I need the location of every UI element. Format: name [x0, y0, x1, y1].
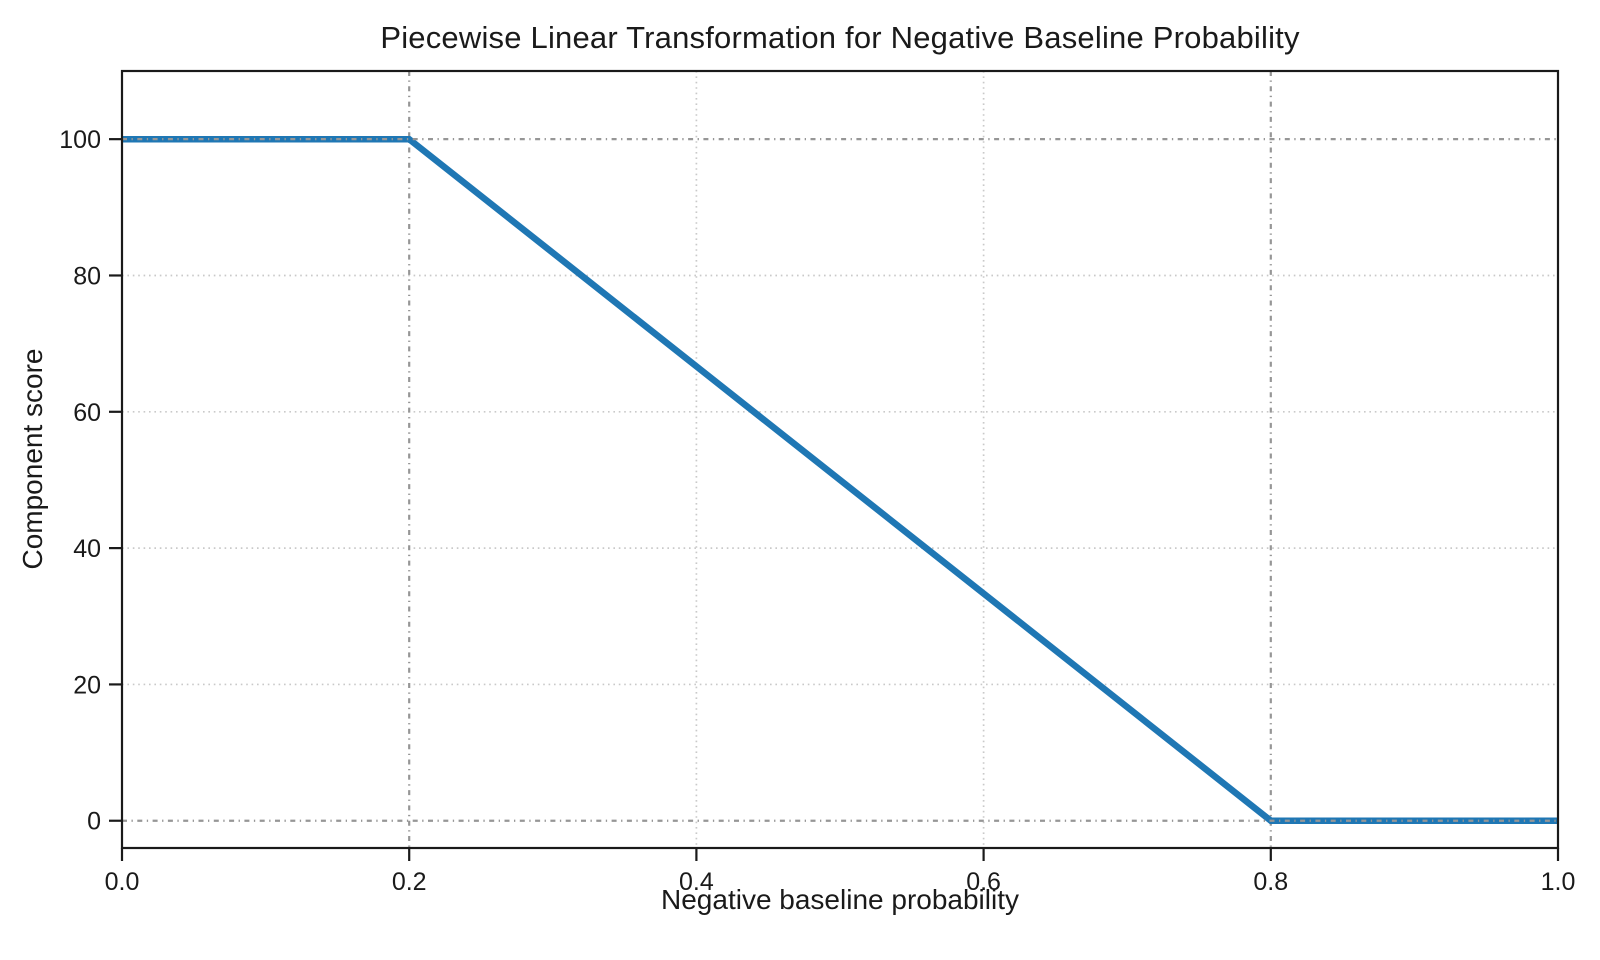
- x-tick-label: 0.6: [966, 868, 1001, 896]
- x-tick-label: 0.8: [1253, 868, 1288, 896]
- x-tick-label: 0.0: [105, 868, 140, 896]
- x-axis-title: Negative baseline probability: [661, 884, 1019, 915]
- y-tick-label: 20: [73, 671, 101, 699]
- plot-border: [120, 69, 1560, 850]
- y-tick-label: 40: [73, 535, 101, 563]
- series-line: [122, 135, 1558, 824]
- y-tick-label: 80: [73, 262, 101, 290]
- x-tick-label: 0.2: [392, 868, 427, 896]
- y-tick-label: 0: [87, 808, 101, 836]
- y-tick-label: 100: [59, 126, 101, 154]
- x-tick-label: 0.4: [679, 868, 714, 896]
- y-tick-label: 60: [73, 399, 101, 427]
- chart-title: Piecewise Linear Transformation for Nega…: [380, 20, 1300, 55]
- x-tick-label: 1.0: [1541, 868, 1576, 896]
